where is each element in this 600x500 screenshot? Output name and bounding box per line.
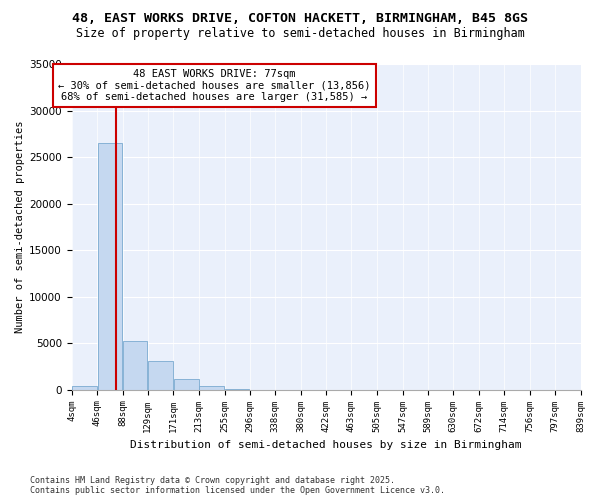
Text: 48, EAST WORKS DRIVE, COFTON HACKETT, BIRMINGHAM, B45 8GS: 48, EAST WORKS DRIVE, COFTON HACKETT, BI… bbox=[72, 12, 528, 26]
Bar bbox=[174, 378, 199, 390]
Bar bbox=[199, 386, 224, 390]
Bar bbox=[72, 386, 97, 390]
Text: Contains HM Land Registry data © Crown copyright and database right 2025.
Contai: Contains HM Land Registry data © Crown c… bbox=[30, 476, 445, 495]
Text: 48 EAST WORKS DRIVE: 77sqm
← 30% of semi-detached houses are smaller (13,856)
68: 48 EAST WORKS DRIVE: 77sqm ← 30% of semi… bbox=[58, 69, 370, 102]
Bar bbox=[148, 361, 173, 390]
X-axis label: Distribution of semi-detached houses by size in Birmingham: Distribution of semi-detached houses by … bbox=[130, 440, 522, 450]
Bar bbox=[225, 389, 249, 390]
Text: Size of property relative to semi-detached houses in Birmingham: Size of property relative to semi-detach… bbox=[76, 28, 524, 40]
Y-axis label: Number of semi-detached properties: Number of semi-detached properties bbox=[15, 120, 25, 333]
Bar bbox=[98, 143, 122, 390]
Bar bbox=[123, 342, 148, 390]
